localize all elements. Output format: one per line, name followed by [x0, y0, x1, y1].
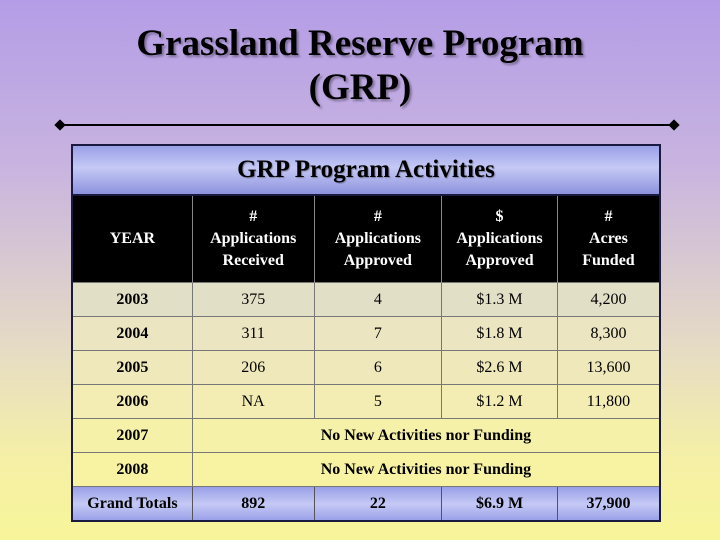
cell-approved: 4 — [313, 282, 443, 317]
cell-approved: 6 — [313, 350, 443, 385]
cell-year: 2003 — [71, 282, 193, 317]
cell-acres: 4,200 — [556, 282, 661, 317]
total-acres: 37,900 — [556, 486, 661, 522]
cell-received: 375 — [191, 282, 315, 317]
cell-acres: 13,600 — [556, 350, 661, 385]
cell-year: 2005 — [71, 350, 193, 385]
cell-year: 2008 — [71, 452, 193, 487]
total-dollars: $6.9 M — [441, 486, 558, 522]
table-caption-row: GRP Program Activities — [72, 145, 660, 196]
cell-year: 2006 — [71, 384, 193, 419]
cell-dollars: $1.2 M — [441, 384, 558, 419]
table-caption: GRP Program Activities — [72, 145, 660, 196]
grp-activities-table: GRP Program Activities YEAR # Application… — [71, 144, 661, 522]
cell-approved: 7 — [313, 316, 443, 351]
table-row: 2003 375 4 $1.3 M 4,200 — [71, 282, 661, 317]
cell-received: 311 — [191, 316, 315, 351]
header-applications-received: # Applications Received — [192, 195, 315, 283]
table-header-row: YEAR # Applications Received # Applications… — [72, 195, 660, 283]
cell-received: NA — [191, 384, 315, 419]
header-year: YEAR — [72, 195, 193, 283]
grand-totals-row: Grand Totals 892 22 $6.9 M 37,900 — [71, 486, 661, 522]
cell-dollars: $1.3 M — [441, 282, 558, 317]
header-dollars-approved: $ Applications Approved — [441, 195, 558, 283]
cell-acres: 11,800 — [556, 384, 661, 419]
slide-title-line2: (GRP) — [308, 67, 412, 108]
table-row: 2006 NA 5 $1.2 M 11,800 — [71, 384, 661, 419]
table-row: 2004 311 7 $1.8 M 8,300 — [71, 316, 661, 351]
table-row: 2007 No New Activities nor Funding — [71, 418, 661, 453]
divider-right-diamond — [668, 119, 680, 131]
cell-acres: 8,300 — [556, 316, 661, 351]
title-divider — [54, 119, 680, 131]
divider-left-diamond — [54, 119, 66, 131]
header-applications-approved: # Applications Approved — [314, 195, 443, 283]
cell-year: 2004 — [71, 316, 193, 351]
cell-no-activity-note: No New Activities nor Funding — [191, 452, 661, 487]
cell-no-activity-note: No New Activities nor Funding — [191, 418, 661, 453]
slide-title-line1: Grassland Reserve Program — [136, 23, 584, 64]
total-received: 892 — [191, 486, 315, 522]
header-acres-funded: # Acres Funded — [557, 195, 660, 283]
totals-label: Grand Totals — [71, 486, 193, 522]
total-approved: 22 — [313, 486, 443, 522]
cell-year: 2007 — [71, 418, 193, 453]
table-row: 2005 206 6 $2.6 M 13,600 — [71, 350, 661, 385]
cell-dollars: $1.8 M — [441, 316, 558, 351]
slide-title: Grassland Reserve Program (GRP) — [0, 22, 720, 110]
table-row: 2008 No New Activities nor Funding — [71, 452, 661, 487]
cell-dollars: $2.6 M — [441, 350, 558, 385]
cell-approved: 5 — [313, 384, 443, 419]
cell-received: 206 — [191, 350, 315, 385]
